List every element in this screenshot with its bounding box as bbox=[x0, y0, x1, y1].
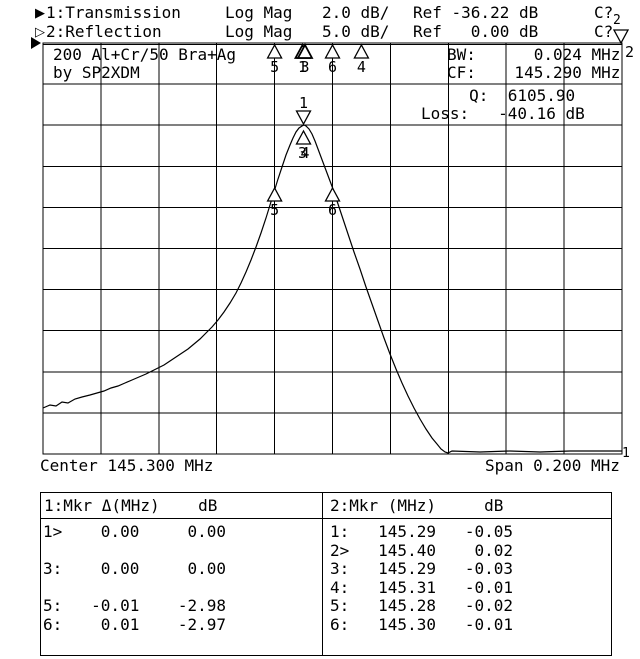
channel2-reference: Ref 0.00 dB bbox=[413, 22, 539, 41]
q-readout: Q: 6105.90 bbox=[421, 86, 576, 105]
marker-ch2-label: 4 bbox=[357, 58, 366, 76]
channel1-format: Log Mag bbox=[225, 3, 293, 22]
x-axis-center-label: Center 145.300 MHz bbox=[40, 456, 214, 475]
channel2-label: 2:Reflection bbox=[46, 22, 162, 41]
table-row: 6: 0.01 -2.97 bbox=[43, 615, 227, 634]
channel2-status: C? bbox=[594, 22, 614, 41]
channel1-active-icon: ▶ bbox=[35, 6, 45, 21]
marker-ch1-34-icon bbox=[295, 129, 312, 145]
marker-ch2-6-icon bbox=[324, 43, 341, 59]
table-row: 3: 145.29 -0.03 bbox=[330, 559, 514, 578]
table-row: 1> 0.00 0.00 bbox=[43, 522, 227, 541]
marker-ch2-label: 2 bbox=[625, 43, 634, 61]
marker-ch1-6-icon bbox=[324, 186, 341, 202]
marker-table-ch1: 1:Mkr Δ(MHz) dB 1> 0.00 0.00 3: 0.00 0.0… bbox=[40, 492, 323, 656]
channel1-trace-sup: 1 bbox=[622, 446, 630, 461]
annotation-line2: by SP2XDM bbox=[53, 63, 140, 82]
channel1-status: C? bbox=[594, 3, 614, 22]
marker-ch2-label: 1 bbox=[298, 58, 307, 76]
annotation-line1: 200 Al+Cr/50 Bra+Ag bbox=[53, 45, 237, 64]
channel2-inactive-icon: ▷ bbox=[35, 25, 45, 40]
reference-position-icon bbox=[31, 37, 41, 49]
marker-ch1-label: 3 bbox=[298, 144, 307, 162]
table-row: 2> 145.40 0.02 bbox=[330, 541, 514, 560]
channel1-scale: 2.0 dB/ bbox=[322, 3, 390, 22]
table-row: 6: 145.30 -0.01 bbox=[330, 615, 514, 634]
marker-table-ch2-header: 2:Mkr (MHz) dB bbox=[323, 493, 611, 519]
table-row: 5: 145.28 -0.02 bbox=[330, 596, 514, 615]
marker-ch2-13-icon bbox=[296, 43, 314, 59]
x-axis-span-label: Span 0.200 MHz bbox=[485, 456, 620, 475]
table-row: 1: 145.29 -0.05 bbox=[330, 522, 514, 541]
table-row: 5: -0.01 -2.98 bbox=[43, 596, 227, 615]
marker-ch1-label: 4 bbox=[300, 144, 309, 162]
marker-ch2-2-icon bbox=[612, 29, 630, 45]
channel2-format: Log Mag bbox=[225, 22, 293, 41]
marker-ch2-label: 5 bbox=[270, 58, 279, 76]
center-frequency-readout: CF: 145.290 MHz bbox=[447, 63, 621, 82]
marker-table-ch2-header-text: 2:Mkr (MHz) dB bbox=[330, 496, 504, 515]
channel1-label: 1:Transmission bbox=[46, 3, 181, 22]
marker-ch1-5-icon bbox=[266, 186, 283, 202]
marker-ch1-label: 5 bbox=[270, 201, 279, 219]
marker-ch2-5-icon bbox=[266, 43, 283, 59]
marker-table-ch1-header: 1:Mkr Δ(MHz) dB bbox=[41, 493, 322, 519]
marker-ch1-1-icon bbox=[295, 110, 312, 126]
loss-readout: Loss: -40.16 dB bbox=[421, 104, 585, 123]
table-row: 3: 0.00 0.00 bbox=[43, 559, 227, 578]
table-row: 4: 145.31 -0.01 bbox=[330, 578, 514, 597]
marker-ch2-4-icon bbox=[353, 43, 370, 59]
marker-ch2-label: 6 bbox=[328, 58, 337, 76]
marker-table-ch1-header-text: 1:Mkr Δ(MHz) dB bbox=[44, 496, 218, 515]
transmission-trace bbox=[42, 124, 622, 454]
marker-ch1-label: 6 bbox=[328, 201, 337, 219]
marker-table-ch2: 2:Mkr (MHz) dB 1: 145.29 -0.05 2> 145.40… bbox=[322, 492, 612, 656]
channel2-scale: 5.0 dB/ bbox=[322, 22, 390, 41]
channel1-reference: Ref -36.22 dB bbox=[413, 3, 539, 22]
marker-ch1-label: 1 bbox=[299, 94, 308, 112]
bandwidth-readout: BW: 0.024 MHz bbox=[447, 45, 621, 64]
marker-ch2-label: 3 bbox=[300, 58, 309, 76]
channel1-status-sub: 2 bbox=[613, 13, 621, 28]
